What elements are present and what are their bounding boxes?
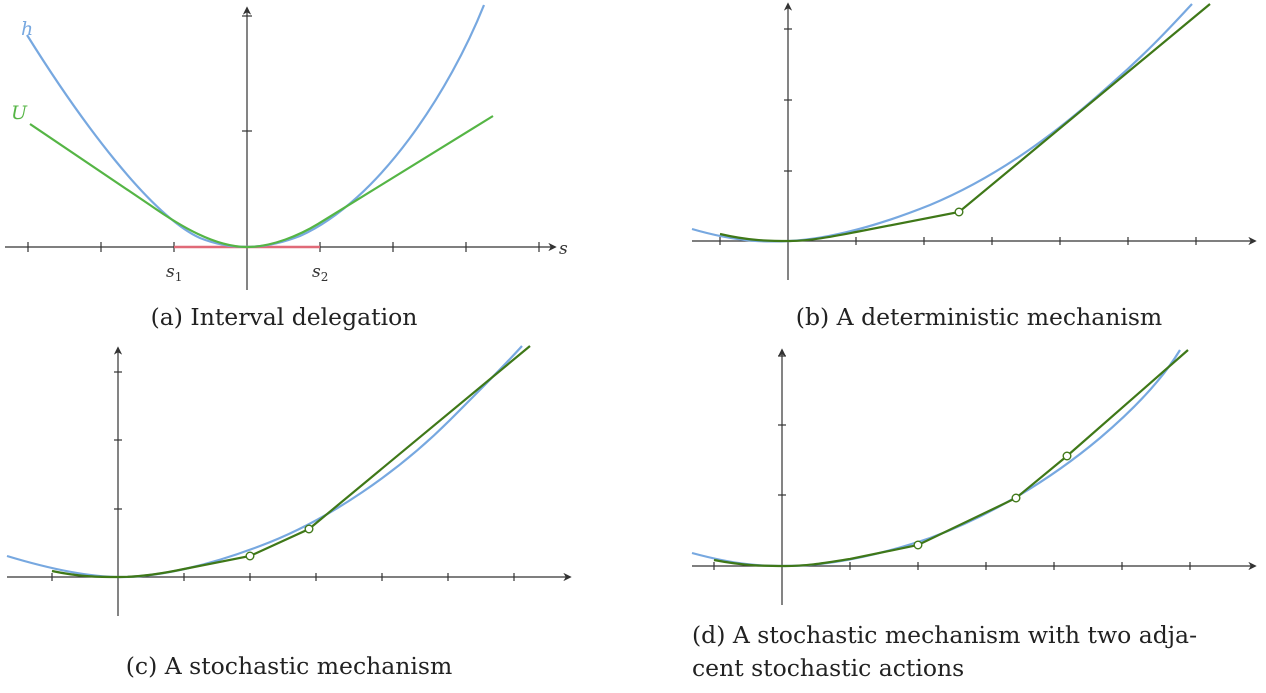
panel-b-caption: (b) A deterministic mechanism bbox=[795, 303, 1163, 331]
panel-b-mechanism bbox=[719, 3, 1211, 243]
panel-a-tick-label-s2: s2 bbox=[312, 262, 328, 284]
panel-c-action-point bbox=[245, 551, 255, 561]
panel-b-plot bbox=[691, 2, 1257, 280]
panel-d-caption-line-1: (d) A stochastic mechanism with two adja… bbox=[692, 621, 1198, 649]
panel-c-x-ticks bbox=[51, 573, 515, 581]
panel-a-tick-label-s1: s1 bbox=[166, 262, 182, 284]
panel-c-plot bbox=[6, 345, 572, 616]
panel-c-mechanism bbox=[51, 345, 531, 579]
panel-a-tick-label-s2-base: s bbox=[312, 262, 321, 282]
panel-c-caption: (c) A stochastic mechanism bbox=[125, 652, 453, 680]
panel-a-caption: (a) Interval delegation bbox=[150, 303, 418, 331]
panel-d-x-ticks bbox=[713, 562, 1191, 570]
panel-d-plot bbox=[691, 348, 1257, 605]
panel-a-plot: h U s s1 s2 bbox=[5, 4, 568, 290]
panel-b-y-ticks bbox=[784, 28, 792, 172]
panel-a-label-h: h bbox=[21, 18, 33, 40]
panel-c-action-point bbox=[304, 524, 314, 534]
panel-b-x-ticks bbox=[719, 237, 1197, 245]
panel-d-action-point bbox=[1062, 451, 1072, 461]
panel-a-tick-label-s2-sub: 2 bbox=[321, 270, 329, 284]
panel-a-tick-label-s1-base: s bbox=[166, 262, 175, 282]
panel-a-tick-label-s1-sub: 1 bbox=[175, 270, 183, 284]
panel-d-mechanism bbox=[713, 349, 1189, 568]
panel-d-caption-line-2: cent stochastic actions bbox=[692, 654, 965, 682]
panel-d-h-curve bbox=[691, 349, 1181, 568]
panel-a-y-ticks bbox=[242, 15, 252, 132]
panel-b-action-point bbox=[954, 207, 964, 217]
panel-a-u-curve bbox=[29, 115, 494, 249]
panel-c-y-ticks bbox=[114, 371, 122, 510]
panel-d-action-point bbox=[913, 540, 923, 550]
panel-d-y-ticks bbox=[778, 355, 786, 496]
panel-a-h-curve bbox=[26, 4, 486, 248]
panel-b-h-curve bbox=[691, 3, 1193, 243]
panel-c-h-curve bbox=[6, 345, 523, 579]
panel-d-action-point bbox=[1011, 493, 1021, 503]
panel-a-axis-label-s: s bbox=[559, 239, 568, 259]
panel-a-label-u: U bbox=[11, 102, 28, 124]
